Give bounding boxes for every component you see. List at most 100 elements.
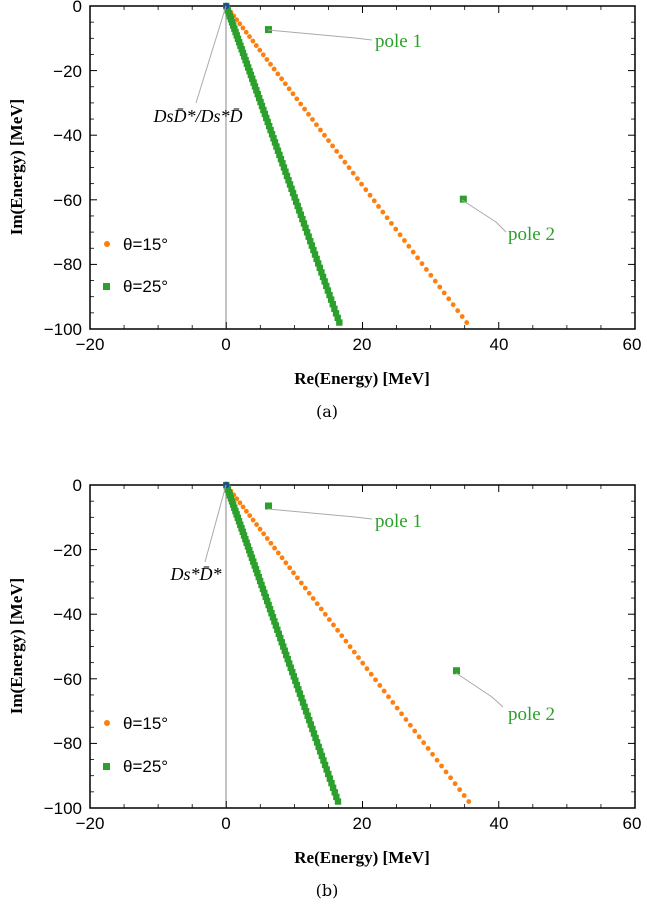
green-square-point bbox=[271, 139, 279, 146]
green-square-point bbox=[262, 593, 269, 601]
orange-point bbox=[291, 570, 296, 576]
orange-point bbox=[407, 722, 413, 728]
green-square-point bbox=[243, 539, 250, 546]
pole-label: pole 1 bbox=[375, 31, 422, 52]
green-square-point bbox=[235, 518, 243, 525]
green-square-point bbox=[240, 532, 248, 539]
caption: (a) bbox=[316, 402, 338, 421]
green-square-point bbox=[265, 122, 273, 130]
orange-point bbox=[298, 580, 304, 586]
green-square-point bbox=[336, 319, 343, 326]
orange-point bbox=[397, 232, 403, 238]
x-tick-label: 20 bbox=[353, 814, 372, 833]
orange-point bbox=[342, 159, 348, 165]
green-square-point bbox=[255, 94, 263, 102]
green-square-point bbox=[254, 569, 261, 577]
orange-point bbox=[243, 508, 249, 514]
green-square-point bbox=[296, 690, 304, 697]
y-tick-label: −60 bbox=[53, 670, 82, 689]
legend-marker-green bbox=[103, 283, 110, 290]
green-square-point bbox=[234, 35, 242, 42]
green-square-point bbox=[253, 87, 260, 94]
green-square-point bbox=[233, 511, 240, 518]
x-tick-label: 20 bbox=[353, 335, 372, 354]
green-square-point bbox=[239, 528, 246, 536]
green-square-point bbox=[302, 224, 309, 232]
pole-label: pole 1 bbox=[375, 511, 422, 532]
orange-point bbox=[264, 57, 270, 62]
threshold-point bbox=[223, 2, 230, 10]
orange-point bbox=[455, 308, 461, 314]
green-square-point bbox=[272, 622, 280, 629]
orange-point bbox=[416, 734, 422, 740]
orange-point bbox=[381, 688, 387, 694]
threshold-label: Ds*D̄* bbox=[169, 564, 221, 584]
green-square-point bbox=[305, 233, 312, 240]
green-square-point bbox=[323, 282, 330, 290]
orange-point bbox=[446, 296, 452, 302]
pole-point bbox=[459, 195, 467, 203]
orange-point bbox=[425, 746, 431, 751]
orange-point bbox=[461, 793, 467, 798]
y-tick-label: −40 bbox=[53, 126, 82, 145]
green-square-point bbox=[265, 601, 272, 609]
orange-point bbox=[295, 575, 300, 581]
green-square-point bbox=[304, 712, 311, 719]
green-square-point bbox=[280, 643, 287, 650]
orange-point bbox=[261, 531, 267, 537]
green-square-point bbox=[303, 229, 311, 236]
orange-point bbox=[290, 91, 296, 97]
orange-point bbox=[452, 781, 458, 787]
green-square-point bbox=[296, 207, 303, 214]
orange-point bbox=[412, 728, 418, 734]
panel-a: 0 −20 −40 −60 −80 −100 −20 0 20 40 60 Re… bbox=[7, 0, 641, 421]
y-tick-label: −60 bbox=[53, 191, 82, 210]
green-square-point bbox=[263, 597, 271, 605]
green-square-point bbox=[271, 618, 278, 625]
green-square-point bbox=[294, 202, 301, 210]
green-square-point bbox=[238, 46, 245, 53]
green-square-point bbox=[326, 775, 334, 782]
green-square-point bbox=[268, 610, 275, 617]
orange-point bbox=[237, 21, 243, 27]
green-square-point bbox=[234, 514, 242, 521]
orange-point bbox=[430, 751, 435, 757]
green-square-point bbox=[313, 255, 320, 263]
green-square-point bbox=[301, 703, 308, 711]
green-square-point bbox=[307, 237, 314, 245]
green-square-point bbox=[256, 577, 264, 585]
orange-point bbox=[450, 302, 456, 308]
orange-point bbox=[390, 700, 396, 705]
orange-point bbox=[257, 47, 263, 53]
orange-point bbox=[424, 267, 429, 272]
green-square-point bbox=[318, 269, 325, 276]
green-square-point bbox=[315, 260, 322, 267]
green-square-point bbox=[258, 102, 266, 110]
green-square-point bbox=[331, 305, 338, 312]
orange-point bbox=[347, 644, 353, 650]
green-square-point bbox=[257, 98, 264, 106]
orange-point bbox=[368, 671, 374, 677]
legend-marker-orange bbox=[104, 720, 110, 726]
green-square-point bbox=[297, 211, 305, 218]
green-square-point bbox=[321, 278, 328, 285]
orange-point bbox=[394, 705, 400, 711]
green-square-point bbox=[263, 114, 270, 122]
y-tick-label: 0 bbox=[73, 476, 82, 495]
green-square-point bbox=[333, 793, 340, 801]
orange-point bbox=[294, 96, 300, 102]
green-square-point bbox=[233, 32, 240, 39]
orange-point bbox=[403, 717, 409, 722]
orange-point bbox=[322, 611, 328, 617]
green-square-point bbox=[238, 525, 245, 532]
green-square-point bbox=[252, 566, 260, 573]
x-tick-label: 40 bbox=[490, 814, 509, 833]
green-square-point bbox=[246, 68, 253, 75]
pole-point bbox=[264, 502, 272, 510]
green-square-point bbox=[241, 53, 248, 60]
y-tick-label: 0 bbox=[73, 0, 82, 16]
pole-label: pole 2 bbox=[508, 704, 555, 725]
orange-point bbox=[237, 500, 243, 506]
green-square-point bbox=[298, 694, 305, 702]
